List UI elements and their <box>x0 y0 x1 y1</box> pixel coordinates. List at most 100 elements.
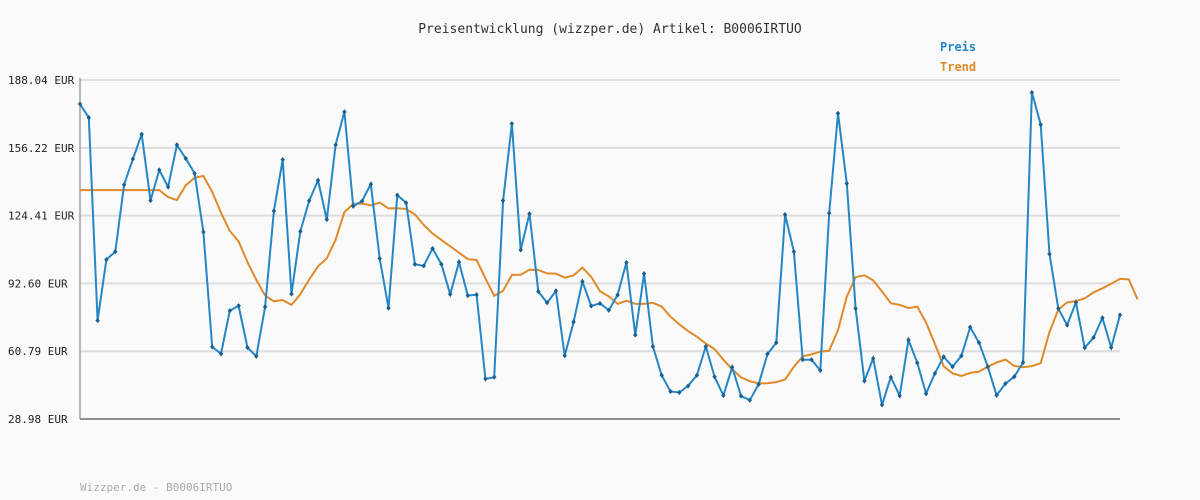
price-point <box>236 303 241 309</box>
price-point <box>139 131 144 137</box>
price-point <box>923 390 929 397</box>
price-point <box>245 344 250 351</box>
price-point <box>615 292 620 298</box>
price-point <box>941 354 946 360</box>
price-point <box>1029 89 1035 96</box>
price-point <box>254 353 259 359</box>
price-point <box>959 353 964 359</box>
price-point <box>1108 344 1114 351</box>
price-point <box>915 360 920 366</box>
price-point <box>262 304 268 310</box>
price-point <box>403 200 409 206</box>
price-point <box>421 263 426 269</box>
price-point <box>324 216 329 223</box>
price-point <box>950 364 955 370</box>
price-point <box>782 211 788 218</box>
price-point <box>738 393 744 399</box>
price-point <box>104 256 109 263</box>
price-point <box>862 378 867 384</box>
price-point <box>509 120 515 127</box>
price-point <box>1117 312 1123 318</box>
price-point <box>227 308 233 314</box>
price-point <box>165 184 171 190</box>
series-layer <box>77 89 1139 408</box>
price-point <box>518 247 523 253</box>
price-point <box>1020 359 1026 366</box>
price-point <box>967 324 973 330</box>
price-point <box>483 376 488 382</box>
price-point <box>1064 322 1070 328</box>
price-point <box>659 372 664 378</box>
price-point <box>174 142 180 148</box>
price-point <box>342 109 347 115</box>
price-point <box>192 170 197 177</box>
y-tick-label: 124.41 EUR <box>8 210 75 223</box>
price-point <box>77 101 83 107</box>
chart-title: Preisentwicklung (wizzper.de) Artikel: B… <box>418 22 802 37</box>
price-point <box>677 389 682 396</box>
price-point <box>1056 305 1061 312</box>
price-point <box>994 392 999 398</box>
price-point <box>289 291 294 297</box>
price-point <box>456 259 462 265</box>
price-point <box>492 374 497 380</box>
price-point <box>668 388 673 395</box>
price-point <box>730 364 735 370</box>
price-point <box>377 255 382 262</box>
price-point <box>298 228 303 235</box>
price-point <box>527 211 532 217</box>
y-tick-label: 28.98 EUR <box>8 413 68 426</box>
price-point <box>826 210 832 216</box>
price-point <box>624 259 629 266</box>
price-point <box>633 332 638 338</box>
price-point <box>218 351 224 357</box>
price-point <box>130 156 136 162</box>
y-tick-label: 60.79 EUR <box>8 345 68 358</box>
price-point <box>113 249 118 255</box>
price-point <box>888 374 894 380</box>
price-point <box>588 303 594 309</box>
price-point <box>774 340 779 346</box>
price-point <box>544 300 550 306</box>
price-point <box>474 292 479 298</box>
price-point <box>95 317 100 324</box>
price-point <box>818 367 823 373</box>
price-point <box>306 198 312 204</box>
price-point <box>703 343 708 350</box>
price-point <box>1047 251 1052 257</box>
y-tick-label: 156.22 EUR <box>8 142 75 155</box>
price-point <box>333 142 338 148</box>
price-point <box>148 197 153 204</box>
price-point <box>359 198 365 204</box>
price-point <box>871 355 876 362</box>
price-point <box>395 192 400 198</box>
price-point <box>447 291 453 297</box>
price-point <box>210 344 215 350</box>
price-point <box>280 156 285 163</box>
price-point <box>1003 380 1008 387</box>
price-point <box>791 249 797 255</box>
price-point <box>650 343 656 350</box>
price-point <box>597 300 603 307</box>
price-point <box>756 381 761 388</box>
price-point <box>439 261 444 267</box>
price-point <box>1082 345 1087 351</box>
price-point <box>1091 334 1096 341</box>
price-point <box>712 374 717 380</box>
price-point <box>571 319 576 325</box>
price-point <box>765 351 770 357</box>
price-point <box>412 261 418 267</box>
price-point <box>86 114 92 121</box>
price-point <box>685 383 691 389</box>
price-point <box>121 182 127 188</box>
price-point <box>1038 122 1043 128</box>
price-point <box>976 340 982 346</box>
price-point <box>879 402 885 408</box>
price-point <box>1100 315 1105 321</box>
grid-layer <box>79 78 1120 420</box>
price-point <box>1073 299 1079 305</box>
price-point <box>1012 374 1017 380</box>
series-line-trend <box>80 174 1139 385</box>
